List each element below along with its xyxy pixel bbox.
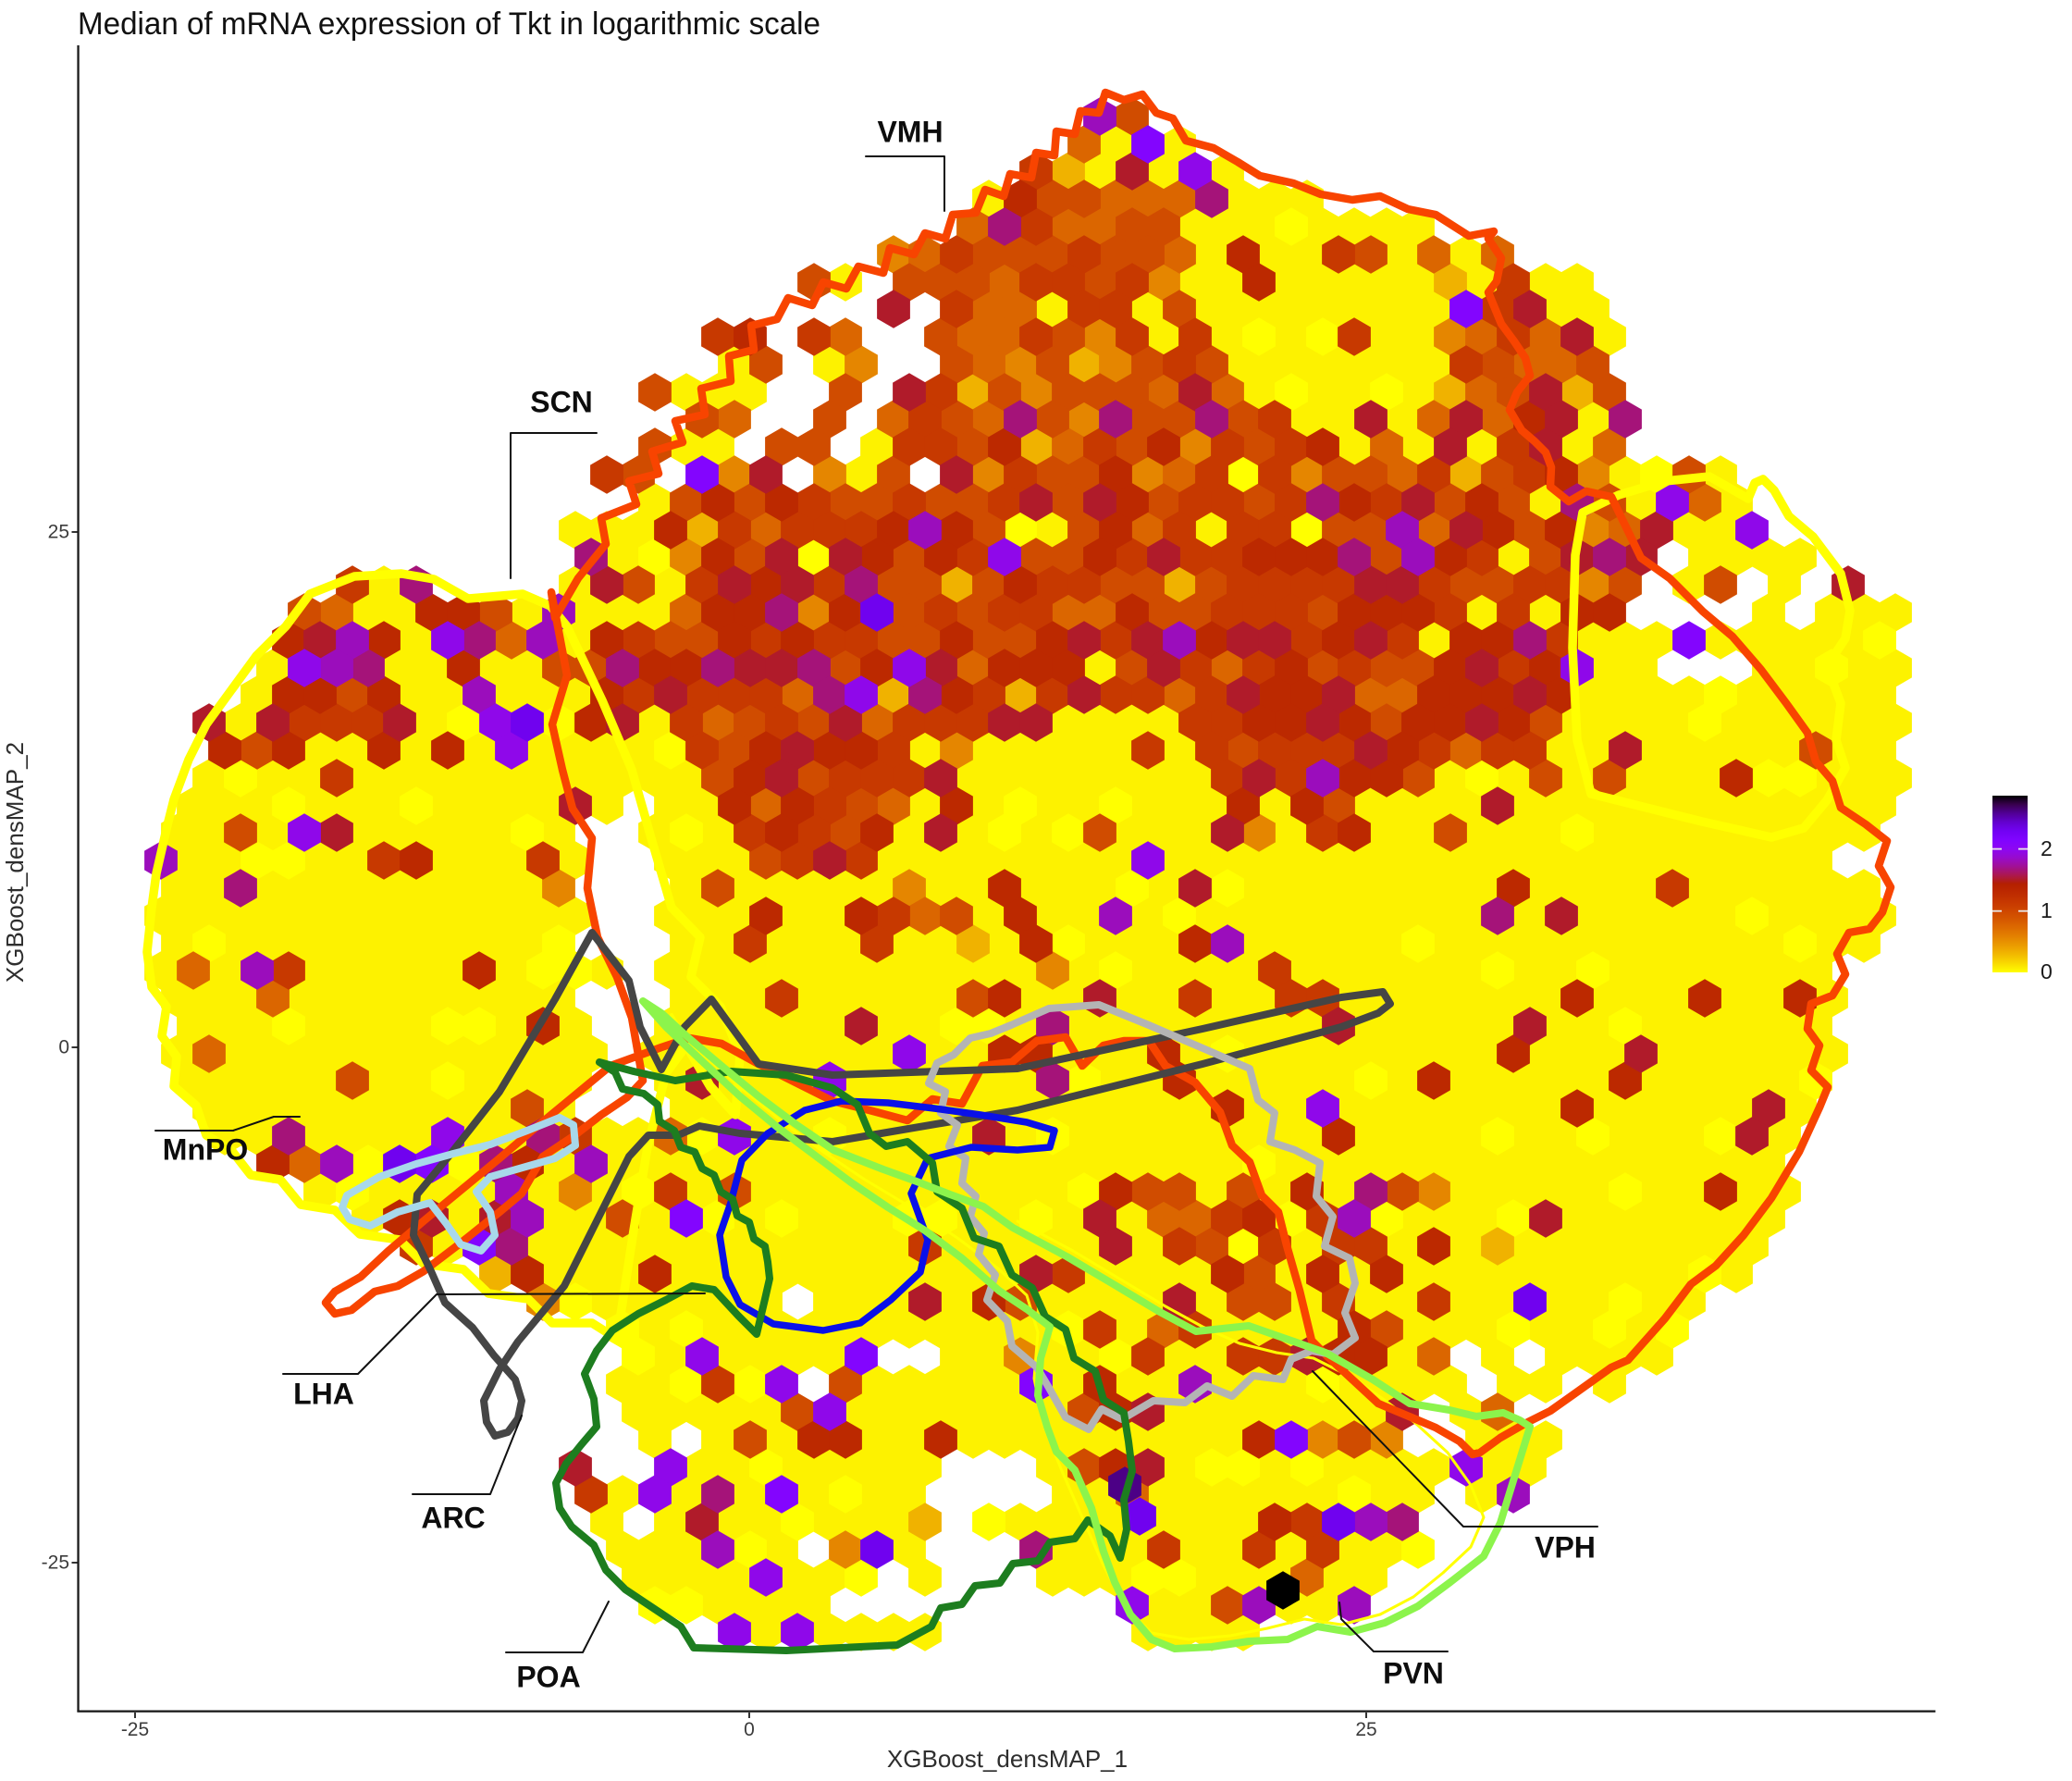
svg-text:ARC: ARC — [421, 1501, 485, 1534]
svg-text:XGBoost_densMAP_2: XGBoost_densMAP_2 — [1, 742, 29, 983]
svg-text:LHA: LHA — [293, 1377, 354, 1410]
svg-text:0: 0 — [58, 1037, 69, 1058]
svg-text:-25: -25 — [121, 1719, 149, 1740]
svg-text:1: 1 — [2041, 898, 2053, 922]
svg-text:25: 25 — [1355, 1719, 1376, 1740]
svg-text:XGBoost_densMAP_1: XGBoost_densMAP_1 — [887, 1745, 1128, 1773]
svg-text:VMH: VMH — [877, 115, 943, 148]
svg-text:25: 25 — [48, 522, 69, 543]
svg-text:Median of mRNA expression of T: Median of mRNA expression of Tkt in loga… — [78, 6, 820, 42]
svg-text:2: 2 — [2041, 836, 2053, 860]
svg-text:-25: -25 — [42, 1552, 69, 1574]
svg-text:VPH: VPH — [1535, 1530, 1596, 1564]
svg-text:PVN: PVN — [1383, 1656, 1444, 1689]
svg-text:MnPO: MnPO — [163, 1132, 248, 1166]
svg-text:0: 0 — [2041, 959, 2053, 983]
svg-text:POA: POA — [516, 1660, 580, 1693]
svg-text:SCN: SCN — [530, 385, 593, 418]
svg-text:0: 0 — [744, 1719, 755, 1740]
